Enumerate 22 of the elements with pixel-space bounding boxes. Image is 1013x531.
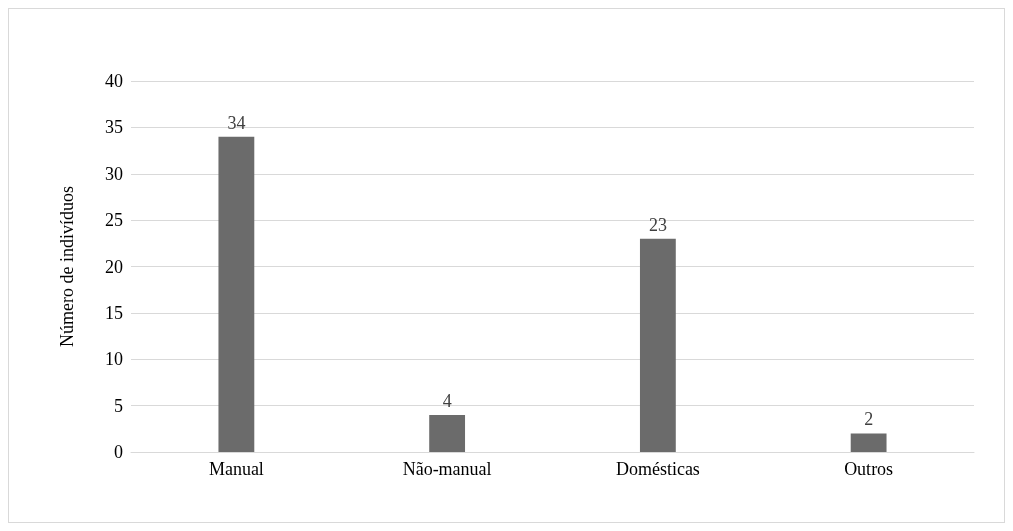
data-label: 23	[648, 214, 667, 235]
y-tick-label: 40	[105, 71, 123, 91]
y-tick-label: 30	[105, 163, 123, 184]
x-tick-label: Não-manual	[402, 459, 492, 479]
bar	[218, 136, 255, 452]
x-tick-label: Manual	[208, 459, 264, 479]
x-tick-label: Outros	[844, 459, 894, 479]
y-tick-label: 5	[114, 395, 123, 416]
bar	[429, 414, 466, 452]
y-tick-label: 10	[105, 349, 123, 370]
y-tick-label: 20	[105, 256, 123, 277]
data-label: 4	[442, 390, 452, 411]
y-tick-label: 35	[105, 117, 123, 138]
bar	[850, 433, 887, 452]
data-label: 34	[227, 112, 246, 133]
y-tick-label: 0	[114, 442, 123, 462]
y-axis-title: Número de indivíduos	[57, 186, 77, 347]
bar	[639, 238, 676, 452]
x-tick-label: Domésticas	[615, 459, 700, 479]
y-tick-label: 25	[105, 210, 123, 231]
y-tick-label: 15	[105, 302, 123, 323]
data-label: 2	[864, 409, 874, 430]
